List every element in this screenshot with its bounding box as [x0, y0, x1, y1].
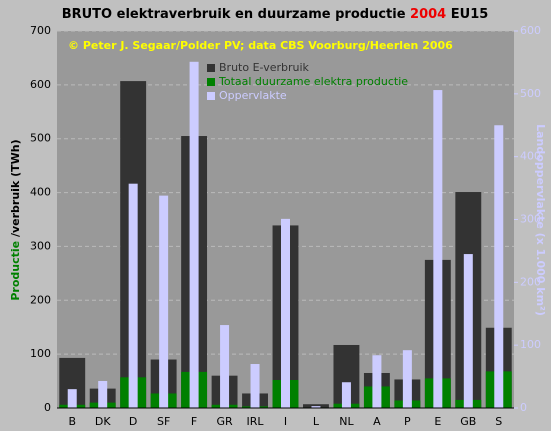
x-tick-label: D	[129, 415, 137, 428]
legend-label: Oppervlakte	[219, 89, 287, 102]
bar	[159, 195, 169, 408]
y2-tick-label: 300	[520, 213, 541, 226]
y2-tick-label: 0	[520, 401, 527, 414]
y-tick-label: 400	[30, 186, 51, 199]
x-tick-label: F	[191, 415, 197, 428]
x-tick-label: I	[284, 415, 287, 428]
subtitle: © Peter J. Segaar/Polder PV; data CBS Vo…	[68, 39, 453, 52]
bar	[372, 355, 382, 408]
x-tick-label: P	[404, 415, 411, 428]
bar	[128, 183, 138, 408]
bar	[433, 90, 443, 409]
y-tick-label: 700	[30, 24, 51, 37]
legend-label: Totaal duurzame elektra productie	[218, 75, 408, 88]
bar	[67, 389, 77, 408]
y-tick-label: 100	[30, 347, 51, 360]
bar	[311, 406, 321, 408]
bar	[402, 350, 412, 408]
x-tick-label: B	[68, 415, 76, 428]
y-tick-label: 300	[30, 239, 51, 252]
x-tick-label: IRL	[247, 415, 265, 428]
legend-swatch	[207, 92, 215, 100]
x-tick-label: GR	[216, 415, 233, 428]
bar	[250, 364, 260, 408]
x-tick-label: SF	[157, 415, 170, 428]
x-tick-label: NL	[339, 415, 354, 428]
title-part: EU15	[446, 7, 488, 22]
y-axis-label: Productie /verbruik (TWh)	[9, 139, 22, 300]
bar	[98, 380, 108, 408]
x-tick-label: S	[495, 415, 502, 428]
bar	[341, 382, 351, 408]
y2-axis-label: Landoppervlakte (x 1.000 km²)	[534, 124, 547, 316]
y-label-part: /verbruik (TWh)	[9, 139, 22, 240]
bar	[281, 218, 290, 408]
y2-tick-label: 500	[520, 87, 541, 100]
bar	[494, 125, 504, 408]
bar	[189, 61, 199, 409]
y2-tick-label: 100	[520, 338, 541, 351]
y2-tick-label: 600	[520, 24, 541, 37]
x-tick-label: L	[313, 415, 320, 428]
title-year: 2004	[410, 7, 446, 22]
legend-swatch	[207, 78, 215, 86]
bar	[463, 254, 473, 408]
y-tick-label: 0	[44, 401, 51, 414]
x-tick-label: DK	[95, 415, 111, 428]
x-tick-label: GB	[460, 415, 476, 428]
title-part: BRUTO elektraverbruik en duurzame produc…	[62, 7, 410, 22]
bar	[220, 325, 230, 408]
legend-swatch	[207, 64, 215, 72]
y2-tick-label: 200	[520, 275, 541, 288]
chart-title: BRUTO elektraverbruik en duurzame produc…	[62, 7, 489, 22]
x-tick-label: E	[434, 415, 441, 428]
y-tick-label: 200	[30, 293, 51, 306]
legend-label: Bruto E-verbruik	[219, 61, 310, 74]
y-tick-label: 600	[30, 78, 51, 91]
y-label-part: Productie	[9, 241, 22, 301]
y-tick-label: 500	[30, 132, 51, 145]
x-tick-label: A	[373, 415, 381, 428]
y2-tick-label: 400	[520, 150, 541, 163]
